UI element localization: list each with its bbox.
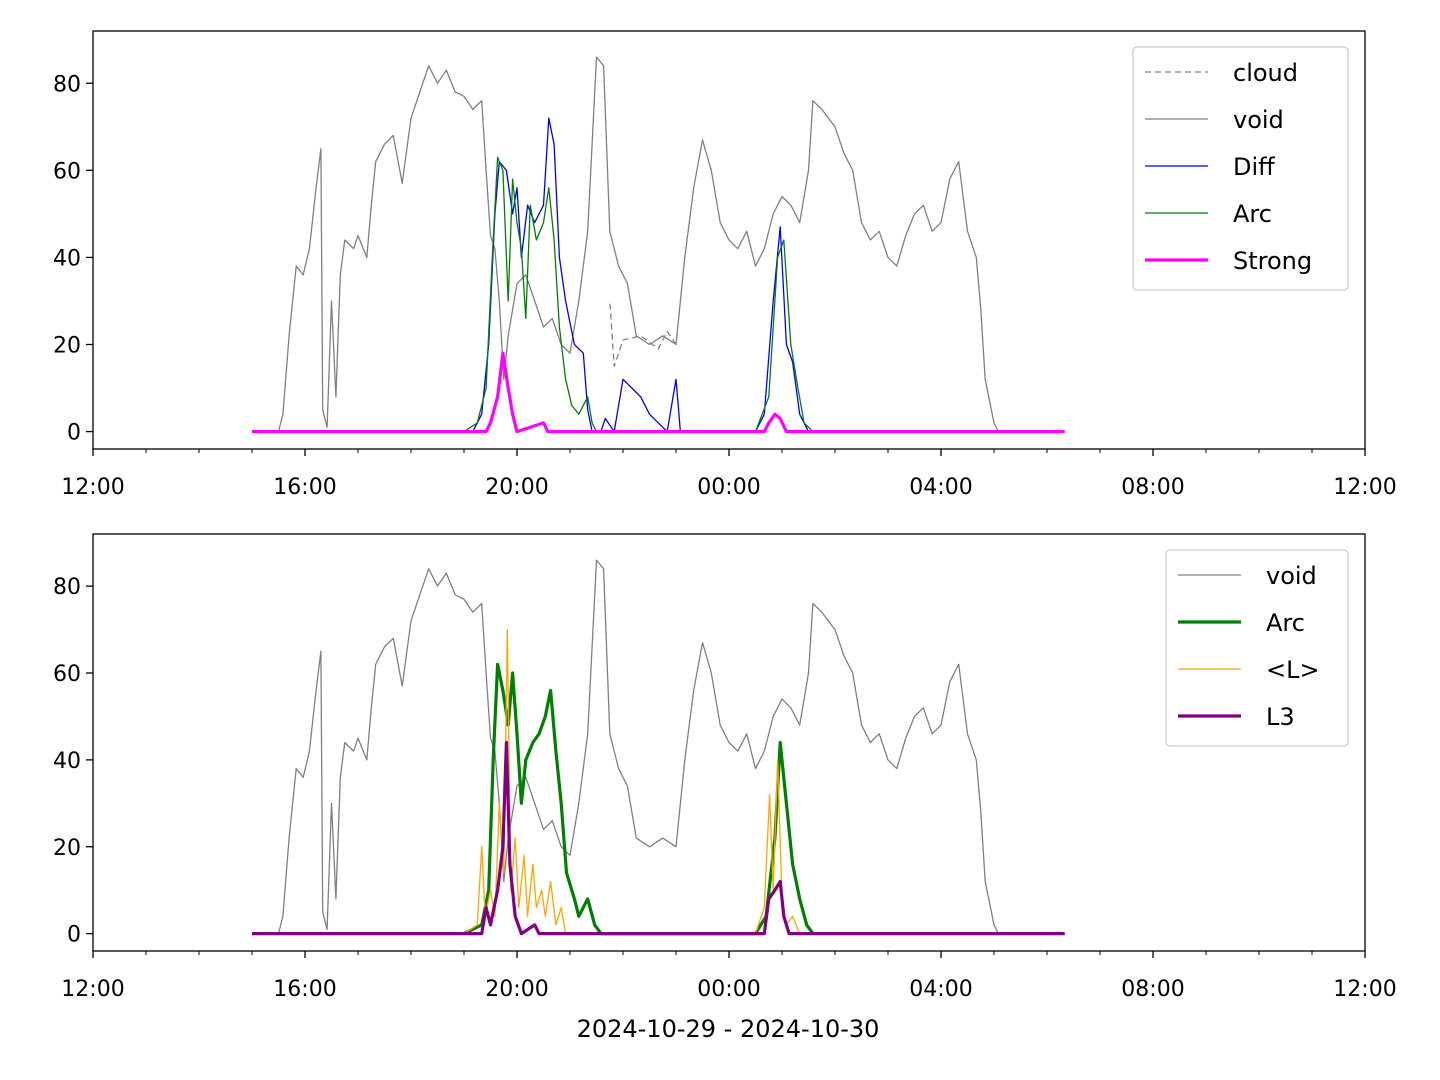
x-tick-label: 12:00: [1333, 977, 1396, 1002]
x-tick-label: 12:00: [61, 475, 124, 500]
y-tick-label: 0: [67, 421, 81, 446]
legend-label: L3: [1266, 703, 1295, 731]
legend-label: <L>: [1266, 656, 1320, 684]
legend-label: void: [1266, 562, 1317, 590]
legend-label: cloud: [1233, 59, 1298, 87]
legend-label: Strong: [1233, 247, 1312, 275]
legend-box: [1132, 46, 1349, 291]
x-axis-label: 2024-10-29 - 2024-10-30: [577, 1015, 880, 1043]
legend: cloud void Diff Arc Strong: [1132, 46, 1349, 291]
legend-label: Diff: [1233, 153, 1275, 181]
series-arc-line: [463, 156, 814, 433]
legend-box: [1165, 549, 1349, 747]
x-tick-label: 04:00: [909, 977, 972, 1002]
x-tick-label: 20:00: [485, 475, 548, 500]
series-group: [252, 56, 1065, 434]
x-tick-label: 08:00: [1121, 977, 1184, 1002]
series-strong-line: [252, 351, 1065, 434]
x-tick-label: 16:00: [273, 977, 336, 1002]
x-tick-label: 00:00: [697, 475, 760, 500]
x-tick-label: 16:00: [273, 475, 336, 500]
series-void-line: [252, 559, 1065, 935]
y-tick-label: 60: [53, 662, 81, 687]
bottom-panel: 0 20 40 60 80 12:00 16:00 20:00 00:00 04:00 08:00 1…: [53, 533, 1397, 1002]
y-tick-label: 80: [53, 575, 81, 600]
legend-label: Arc: [1266, 609, 1305, 637]
y-tick-label: 20: [53, 334, 81, 359]
y-tick-label: 60: [53, 159, 81, 184]
x-tick-label: 08:00: [1121, 475, 1184, 500]
series-void-line: [252, 56, 1065, 433]
x-tick-label: 00:00: [697, 977, 760, 1002]
series-cloud-line: [609, 300, 677, 367]
legend: void Arc <L> L3: [1165, 549, 1349, 747]
legend-label: Arc: [1233, 200, 1272, 228]
x-tick-label: 12:00: [61, 977, 124, 1002]
x-tick-label: 20:00: [485, 977, 548, 1002]
x-tick-label: 12:00: [1333, 475, 1396, 500]
y-tick-label: 0: [67, 923, 81, 948]
legend-label: void: [1233, 106, 1284, 134]
top-panel: 0 20 40 60 80 12:00 16:00 20:00 00:00 04:00 08:00 1…: [53, 30, 1397, 500]
y-tick-label: 20: [53, 836, 81, 861]
series-group: [252, 559, 1065, 936]
series-arc-line: [463, 662, 815, 936]
y-tick-label: 80: [53, 72, 81, 97]
series-l3-line: [252, 740, 1065, 936]
x-tick-label: 04:00: [909, 475, 972, 500]
y-tick-label: 40: [53, 246, 81, 271]
y-tick-label: 40: [53, 749, 81, 774]
